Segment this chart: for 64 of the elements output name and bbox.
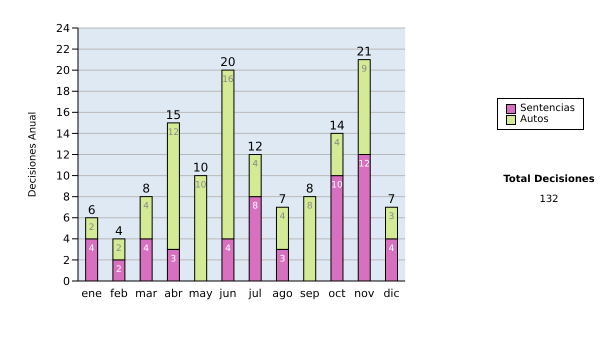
y-axis-title: Decisiones Anual xyxy=(28,112,39,198)
y-tick-label: 4 xyxy=(63,232,70,246)
y-tick-label: 8 xyxy=(63,190,70,204)
data-label: 3 xyxy=(280,254,286,264)
total-label: 20 xyxy=(220,55,236,70)
data-label: 16 xyxy=(222,75,234,86)
data-label: 4 xyxy=(225,244,232,254)
text: 132 xyxy=(538,194,560,205)
y-tick-label: 18 xyxy=(56,85,70,98)
total-label: 21 xyxy=(356,44,372,59)
data-label: 12 xyxy=(358,160,370,170)
y-tick-label: 10 xyxy=(56,169,70,182)
x-tick-label: dic xyxy=(383,286,400,300)
x-tick-label: jul xyxy=(248,286,262,300)
x-tick-label: abr xyxy=(164,286,184,300)
data-label: 4 xyxy=(88,244,95,254)
x-tick-label: feb xyxy=(110,286,128,300)
total-label: 15 xyxy=(166,108,182,122)
data-label: 2 xyxy=(88,222,94,233)
x-tick-label: ago xyxy=(272,286,293,300)
x-tick-label: nov xyxy=(354,286,375,300)
y-tick-label: 12 xyxy=(56,148,70,162)
data-label: 4 xyxy=(252,160,258,170)
y-tick-label: 22 xyxy=(56,42,70,56)
total-label: 14 xyxy=(329,118,345,132)
data-label: 10 xyxy=(331,180,343,191)
data-label: 10 xyxy=(194,180,207,191)
data-label: 4 xyxy=(143,244,150,254)
total-label: 6 xyxy=(88,202,96,217)
y-tick-label: 2 xyxy=(63,254,70,267)
total-label: 4 xyxy=(115,224,123,238)
data-label: 4 xyxy=(280,212,286,222)
x-tick-label: mar xyxy=(135,286,158,300)
y-tick-label: 14 xyxy=(56,127,70,140)
text: Total Decisiones xyxy=(502,174,596,185)
data-label: 4 xyxy=(388,244,395,254)
y-tick-label: 16 xyxy=(56,106,70,120)
legend-label: Sentencias xyxy=(520,103,575,114)
x-tick-label: ene xyxy=(81,286,102,300)
total-label: 7 xyxy=(388,192,396,206)
data-label: 3 xyxy=(170,254,176,264)
total-label: 8 xyxy=(142,182,150,196)
x-tick-label: jun xyxy=(218,286,236,300)
y-tick-label: 24 xyxy=(56,22,70,35)
data-label: 8 xyxy=(252,202,258,212)
data-label: 4 xyxy=(143,202,150,212)
data-label: 2 xyxy=(116,264,122,275)
data-label: 12 xyxy=(168,128,180,138)
y-tick-label: 6 xyxy=(63,212,70,225)
data-label: 2 xyxy=(116,244,122,254)
y-tick-label: 0 xyxy=(63,274,70,288)
data-label: 8 xyxy=(306,202,313,212)
total-label: 7 xyxy=(278,192,286,206)
data-label: 9 xyxy=(361,64,368,75)
y-tick-label: 20 xyxy=(56,64,70,78)
total-label: 10 xyxy=(193,160,208,175)
total-label: 8 xyxy=(306,182,314,196)
data-label: 4 xyxy=(334,138,340,148)
x-tick-label: may xyxy=(188,286,214,300)
x-tick-label: oct xyxy=(328,286,346,300)
data-label: 3 xyxy=(388,212,394,222)
x-tick-label: sep xyxy=(300,286,320,300)
legend-label: Autos xyxy=(520,114,549,125)
total-label: 12 xyxy=(248,140,263,154)
